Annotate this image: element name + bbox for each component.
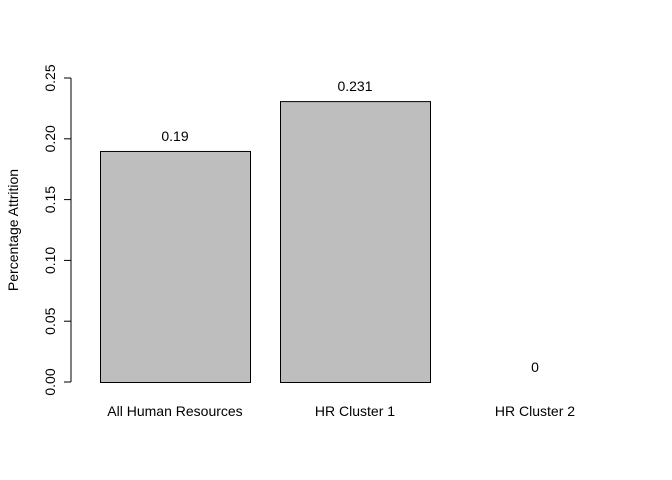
bar	[280, 101, 431, 383]
data-labels-group: 0.19 0.231 0	[161, 78, 539, 375]
category-labels-group: All Human Resources HR Cluster 1 HR Cluste…	[107, 403, 575, 419]
category-label: All Human Resources	[107, 403, 242, 419]
y-tick-label: 0.00	[42, 368, 58, 395]
y-axis-title: Percentage Attrition	[5, 169, 21, 291]
category-label: HR Cluster 1	[315, 403, 395, 419]
y-tick-label: 0.10	[42, 247, 58, 274]
y-tick-label: 0.25	[42, 64, 58, 91]
bars-group	[100, 101, 431, 383]
bar-value-label: 0	[531, 359, 539, 375]
bar-value-label: 0.231	[337, 78, 372, 94]
bar	[100, 150, 251, 383]
y-tick-label: 0.05	[42, 307, 58, 334]
bar-value-label: 0.19	[161, 128, 188, 144]
y-tick-label: 0.15	[42, 186, 58, 213]
y-axis: 0.00 0.05 0.10 0.15 0.20 0.25	[42, 64, 72, 396]
y-tick-label: 0.20	[42, 125, 58, 152]
category-label: HR Cluster 2	[495, 403, 575, 419]
